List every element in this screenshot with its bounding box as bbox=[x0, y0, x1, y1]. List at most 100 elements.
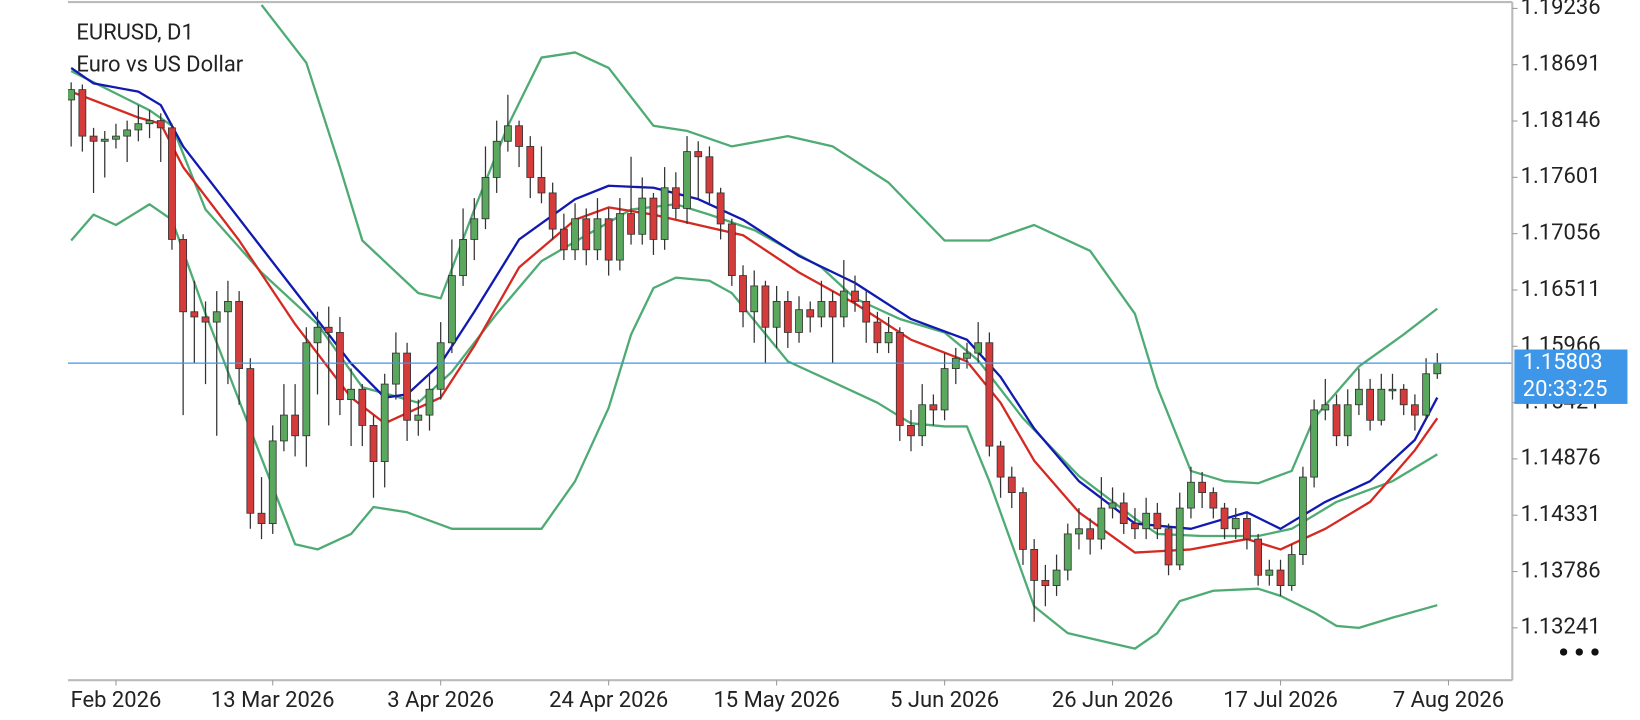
candle-body bbox=[380, 383, 389, 463]
candle-body bbox=[336, 332, 344, 401]
x-tick-label: 26 Jun 2026 bbox=[1052, 688, 1173, 713]
candle-body bbox=[470, 218, 479, 240]
candle-body bbox=[571, 218, 579, 251]
candle-body bbox=[660, 187, 669, 240]
candle-body bbox=[739, 275, 747, 313]
candle-body bbox=[873, 321, 882, 344]
candle-body bbox=[459, 239, 467, 277]
candle-body bbox=[347, 388, 355, 401]
x-tick-label: 24 Apr 2026 bbox=[549, 688, 668, 713]
candle-body bbox=[145, 120, 154, 125]
candle-body bbox=[324, 326, 333, 333]
candle-body bbox=[190, 311, 199, 318]
candle-body bbox=[168, 127, 176, 240]
candle-body bbox=[627, 213, 635, 235]
candle-body bbox=[963, 352, 971, 359]
chart-subtitle: Euro vs US Dollar bbox=[76, 53, 243, 78]
candle-body bbox=[291, 414, 300, 437]
candle-body bbox=[985, 342, 994, 447]
candle-body bbox=[1119, 502, 1128, 525]
candle-body bbox=[862, 301, 871, 323]
candle-body bbox=[481, 177, 490, 220]
candle-body bbox=[795, 309, 803, 333]
x-tick-label: 17 Jul 2026 bbox=[1223, 688, 1338, 713]
candle-body bbox=[1142, 512, 1151, 530]
candle-body bbox=[1355, 388, 1363, 406]
candle-body bbox=[929, 404, 938, 411]
candle-body bbox=[1276, 569, 1285, 587]
candle-body bbox=[1231, 518, 1240, 530]
candle-body bbox=[1175, 507, 1184, 566]
candle-body bbox=[1030, 549, 1039, 581]
x-tick-label: 7 Aug 2026 bbox=[1393, 688, 1504, 713]
candle-body bbox=[100, 138, 109, 142]
candle-body bbox=[1063, 533, 1072, 571]
y-tick-label: 1.18146 bbox=[1521, 108, 1601, 133]
candle-body bbox=[806, 309, 815, 318]
y-tick-label: 1.14876 bbox=[1521, 446, 1601, 471]
candle-body bbox=[940, 368, 949, 411]
y-tick-label: 1.14331 bbox=[1521, 502, 1601, 527]
menu-dot bbox=[1575, 648, 1583, 656]
candle-body bbox=[1164, 528, 1173, 566]
y-tick-label: 1.13786 bbox=[1521, 558, 1601, 583]
candle-body bbox=[582, 218, 591, 251]
candle-body bbox=[201, 316, 210, 323]
candle-body bbox=[112, 135, 120, 140]
candle-body bbox=[1209, 492, 1218, 509]
candle-body bbox=[1287, 554, 1296, 587]
candle-body bbox=[1075, 528, 1083, 535]
candle-body bbox=[369, 425, 378, 463]
candle-body bbox=[1108, 502, 1117, 509]
y-tick-label: 1.17601 bbox=[1521, 164, 1601, 189]
y-tick-label: 1.13241 bbox=[1521, 615, 1601, 640]
candle-body bbox=[907, 425, 915, 437]
candle-body bbox=[425, 388, 434, 416]
candle-body bbox=[68, 89, 76, 101]
candle-body bbox=[179, 239, 188, 313]
candle-body bbox=[559, 228, 568, 251]
candle-body bbox=[772, 301, 781, 328]
candle-body bbox=[918, 404, 927, 437]
candle-body bbox=[313, 326, 322, 344]
candle-body bbox=[761, 285, 770, 328]
candle-body bbox=[123, 129, 132, 137]
candle-body bbox=[492, 140, 501, 178]
candle-body bbox=[1097, 507, 1106, 540]
candle-body bbox=[716, 192, 725, 225]
more-menu[interactable] bbox=[1559, 648, 1599, 656]
candle-body bbox=[134, 123, 143, 131]
candle-body bbox=[224, 301, 232, 313]
candle-body bbox=[671, 187, 680, 209]
candle-body bbox=[1310, 409, 1319, 478]
candle-body bbox=[884, 332, 893, 344]
x-tick-label: 13 Mar 2026 bbox=[211, 688, 335, 713]
candle-body bbox=[1187, 481, 1195, 509]
candle-body bbox=[1086, 528, 1095, 540]
candle-body bbox=[683, 151, 691, 209]
candle-body bbox=[817, 301, 826, 318]
menu-dot bbox=[1559, 648, 1568, 656]
menu-dot bbox=[1591, 648, 1599, 656]
candle-body bbox=[268, 440, 277, 525]
candle-body bbox=[783, 301, 792, 333]
candle-body bbox=[839, 290, 848, 318]
candle-body bbox=[1399, 388, 1408, 406]
candle-body bbox=[895, 332, 904, 426]
candle-body bbox=[1198, 481, 1207, 494]
candle-body bbox=[89, 135, 98, 142]
candle-body bbox=[1332, 404, 1341, 437]
candle-body bbox=[1433, 363, 1442, 375]
candle-body bbox=[974, 342, 983, 354]
candle-body bbox=[414, 414, 423, 421]
candle-body bbox=[828, 301, 837, 318]
candle-body bbox=[1366, 388, 1374, 421]
candle-body bbox=[1299, 476, 1307, 556]
candle-body bbox=[537, 177, 546, 194]
candle-body bbox=[212, 311, 221, 323]
candle-body bbox=[1019, 492, 1027, 550]
candle-body bbox=[1153, 512, 1162, 530]
candle-body bbox=[403, 352, 411, 421]
